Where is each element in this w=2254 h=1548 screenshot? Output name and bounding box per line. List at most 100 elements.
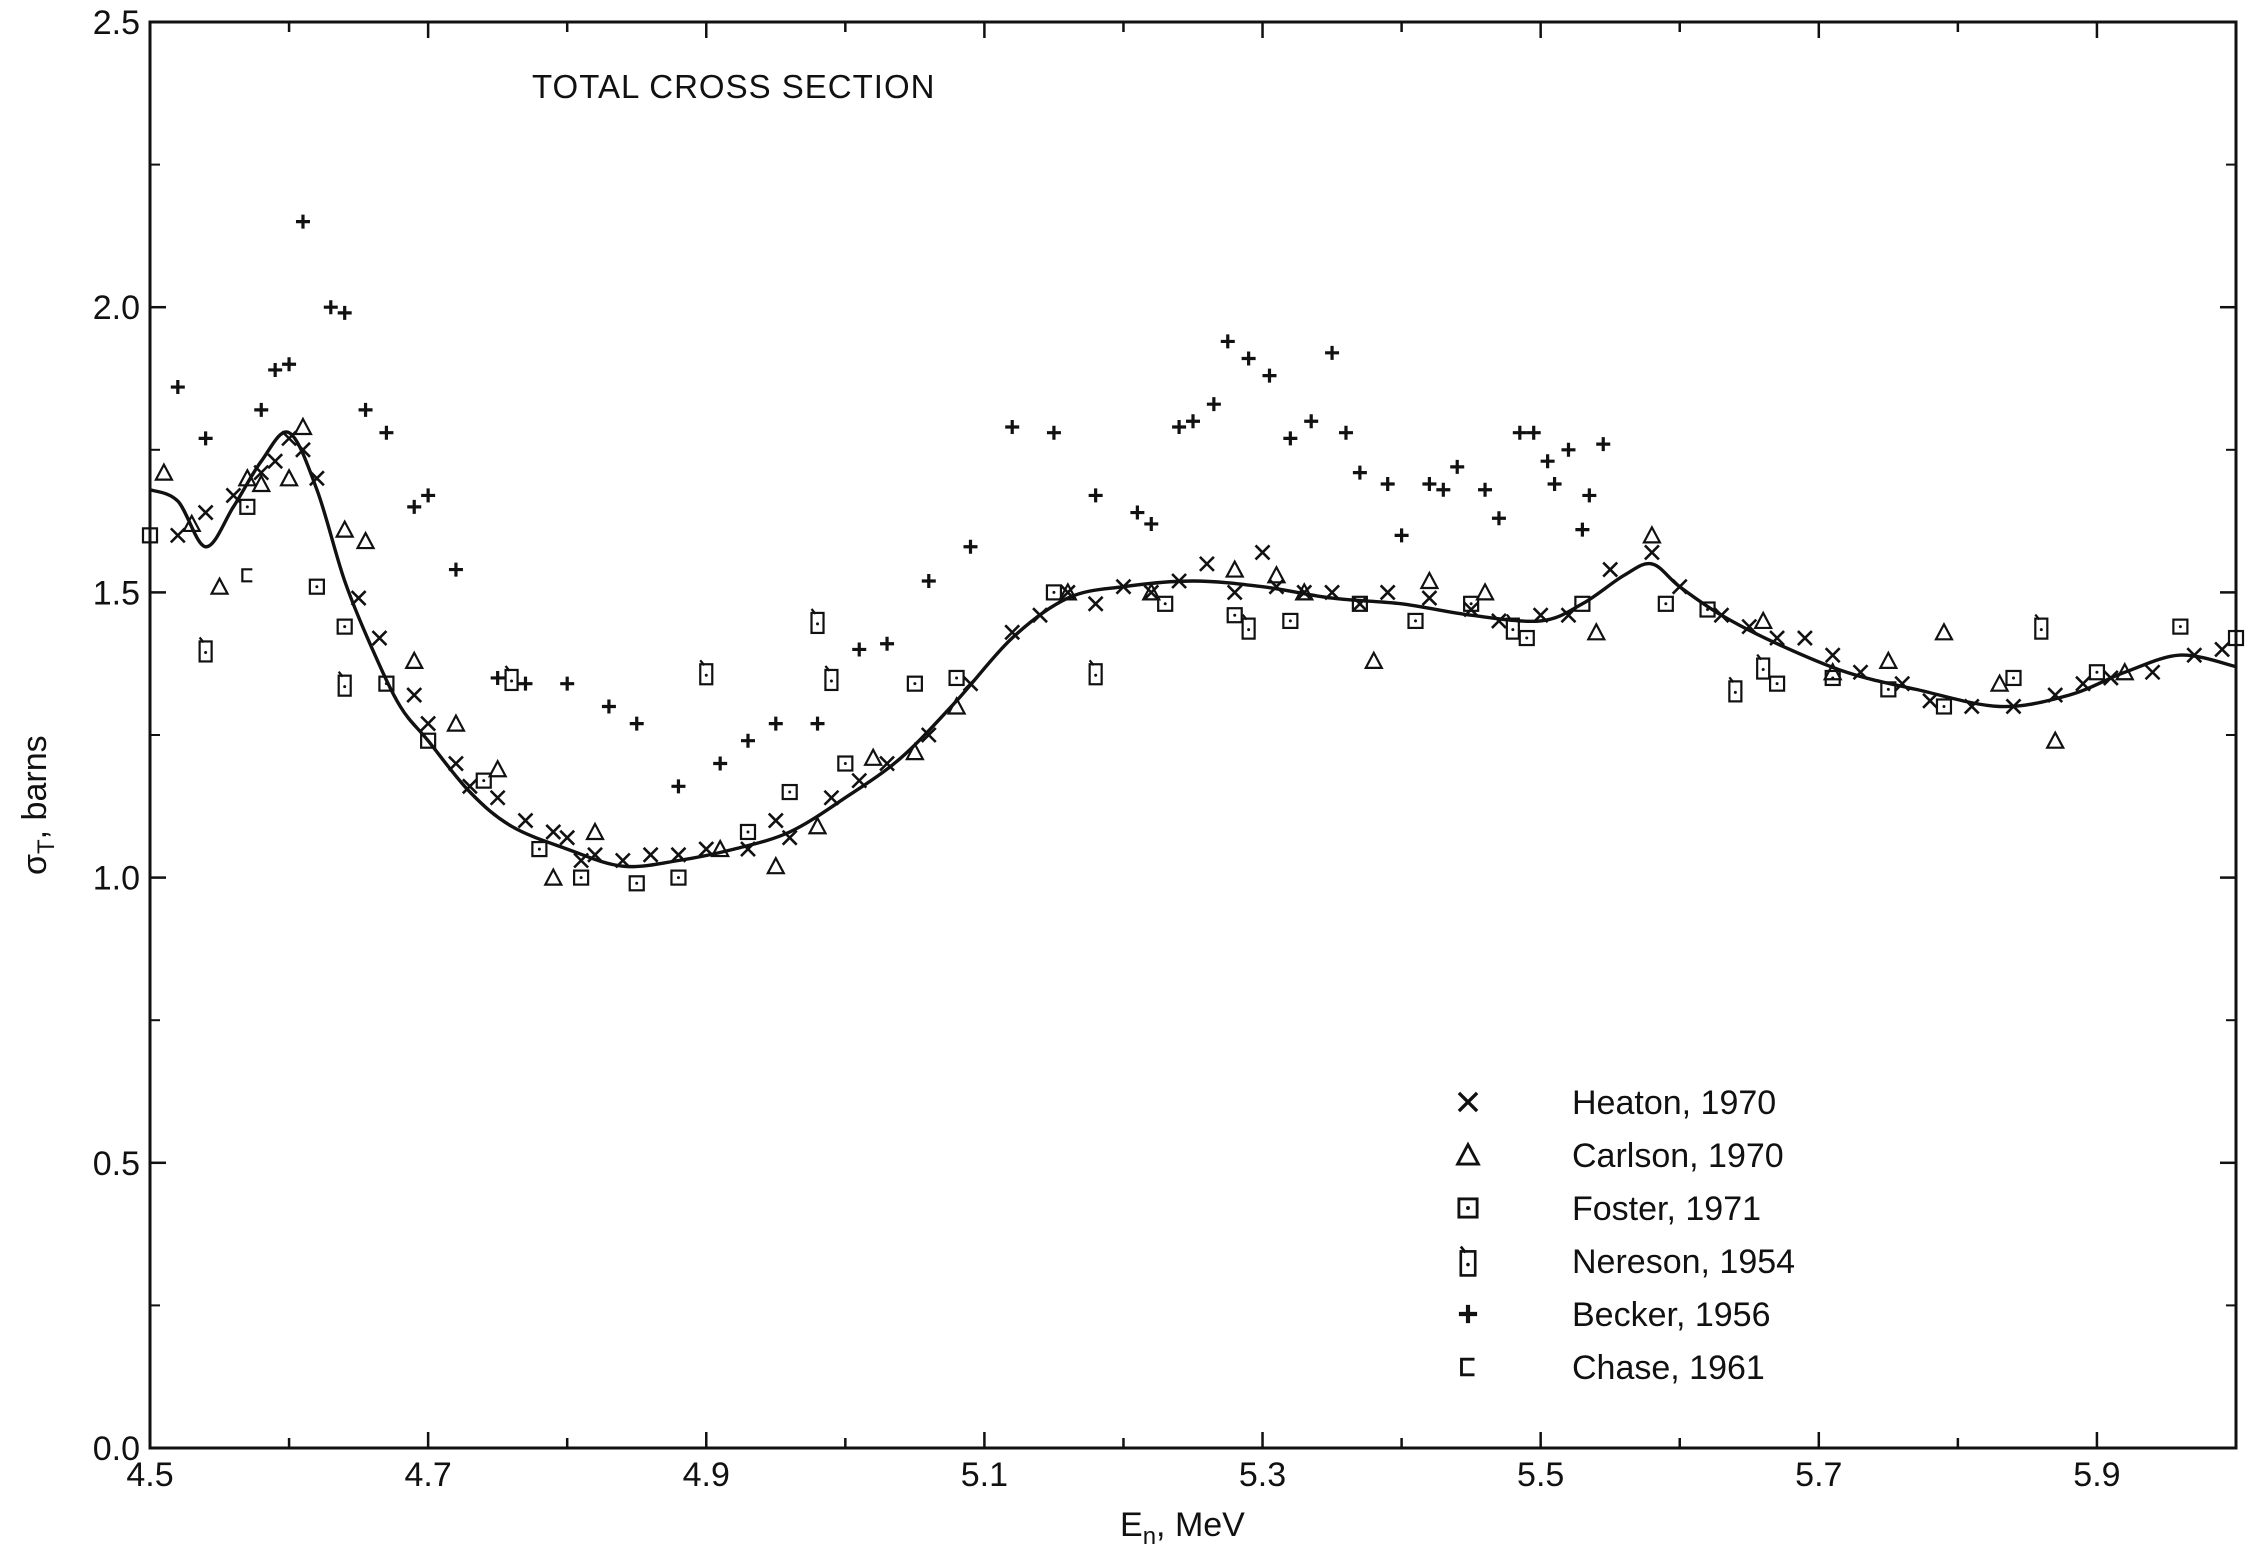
data-point-plus xyxy=(1302,412,1320,430)
data-point-triangle xyxy=(1934,623,1954,641)
legend-label: Becker, 1956 xyxy=(1572,1296,1770,1334)
data-point-square xyxy=(1045,584,1063,601)
legend-label: Carlson, 1970 xyxy=(1572,1137,1784,1175)
data-point-x xyxy=(962,675,979,692)
x-axis-label-main: E xyxy=(1120,1506,1143,1544)
series-plus xyxy=(169,213,1612,795)
series-square xyxy=(141,498,2245,892)
data-point-triangle xyxy=(544,868,563,886)
legend-marker-chase xyxy=(1460,1357,1476,1377)
data-point-triangle xyxy=(1990,674,2009,692)
data-point-square xyxy=(1282,612,1299,630)
x-axis-ticks: 4.5 4.7 4.9 5.1 5.3 5.5 5.7 5.9 xyxy=(126,22,2238,1494)
y-tick-label: 2.0 xyxy=(93,289,140,327)
data-point-plus xyxy=(1184,412,1202,430)
data-point-x xyxy=(1643,544,1661,561)
x-axis-label: En, MeV xyxy=(1120,1506,1245,1548)
data-point-plus xyxy=(1128,503,1146,522)
y-axis-label-unit: , barns xyxy=(16,735,54,839)
data-point-square xyxy=(628,875,645,892)
data-point-square xyxy=(2172,618,2189,635)
data-point-nereson xyxy=(2034,613,2049,640)
data-point-x xyxy=(405,686,423,704)
data-point-plus xyxy=(322,298,340,316)
data-point-triangle xyxy=(864,748,883,766)
legend: Heaton, 1970 Carlson, 1970 Foster, 1971 Ner… xyxy=(1456,1084,1795,1387)
data-point-plus xyxy=(1142,515,1160,533)
data-point-triangle xyxy=(585,822,605,841)
data-point-x xyxy=(1713,606,1730,624)
data-point-plus xyxy=(920,572,938,590)
data-point-nereson xyxy=(1241,613,1256,640)
data-point-nereson xyxy=(504,664,519,692)
data-point-plus xyxy=(628,714,646,733)
data-point-plus xyxy=(1170,418,1188,436)
data-point-plus xyxy=(711,754,729,773)
data-point-plus xyxy=(405,498,423,516)
data-point-plus xyxy=(447,560,465,579)
data-point-plus xyxy=(252,401,270,419)
data-point-square xyxy=(739,823,757,841)
chart-title: TOTAL CROSS SECTION xyxy=(532,68,935,105)
legend-label: Nereson, 1954 xyxy=(1572,1243,1795,1281)
y-axis-label-sub: T xyxy=(33,839,60,854)
legend-marker-x xyxy=(1457,1091,1479,1113)
legend-marker-nereson xyxy=(1459,1245,1477,1277)
x-axis-label-unit: , MeV xyxy=(1156,1506,1245,1544)
data-point-nereson xyxy=(1088,659,1103,686)
data-point-square xyxy=(1935,698,1953,715)
data-point-plus xyxy=(280,355,298,373)
x-tick-label: 4.5 xyxy=(126,1456,173,1494)
data-point-square xyxy=(239,498,256,515)
data-point-plus xyxy=(1351,464,1369,482)
data-point-plus xyxy=(1392,526,1411,544)
data-point-plus xyxy=(489,669,507,687)
data-point-plus xyxy=(1490,509,1508,527)
data-point-plus xyxy=(419,486,437,505)
data-point-plus xyxy=(961,538,980,556)
data-point-triangle xyxy=(154,463,174,481)
data-point-plus xyxy=(1087,486,1105,505)
data-point-plus xyxy=(1240,349,1258,368)
data-point-x xyxy=(1198,555,1216,573)
data-point-x xyxy=(419,715,437,732)
data-point-plus xyxy=(1219,332,1237,351)
data-point-square xyxy=(1157,595,1174,612)
data-point-triangle xyxy=(1754,611,1773,630)
data-point-triangle xyxy=(1225,560,1244,578)
data-point-plus xyxy=(850,640,868,659)
data-point-plus xyxy=(1205,395,1223,413)
data-point-x xyxy=(1824,646,1842,664)
data-point-triangle xyxy=(1364,651,1383,669)
data-point-triangle xyxy=(405,651,424,669)
y-tick-label: 0.5 xyxy=(93,1145,140,1183)
data-point-x xyxy=(225,487,242,504)
data-point-x xyxy=(350,589,367,607)
x-tick-label: 5.9 xyxy=(2073,1456,2120,1494)
data-point-plus xyxy=(1448,458,1466,476)
data-point-x xyxy=(169,527,187,544)
data-point-triangle xyxy=(1420,571,1439,590)
data-point-plus xyxy=(1337,424,1355,442)
data-point-x xyxy=(850,772,868,789)
data-point-plus xyxy=(1281,429,1299,447)
data-point-square xyxy=(1226,607,1243,624)
data-point-x xyxy=(1226,584,1244,601)
data-point-plus xyxy=(516,675,535,693)
data-point-x xyxy=(1254,544,1271,561)
data-point-square xyxy=(2088,664,2106,681)
data-point-plus xyxy=(1003,418,1021,436)
data-point-triangle xyxy=(279,469,299,487)
data-point-plus xyxy=(356,401,375,419)
data-point-nereson xyxy=(1756,653,1771,680)
data-point-x xyxy=(447,755,465,772)
data-point-plus xyxy=(1545,475,1564,493)
series-chase xyxy=(241,568,254,583)
data-point-square xyxy=(308,578,325,595)
data-point-x xyxy=(517,812,534,829)
data-point-x xyxy=(371,629,388,647)
data-point-triangle xyxy=(2046,731,2065,749)
data-point-nereson xyxy=(1728,676,1743,703)
data-point-x xyxy=(2102,669,2120,687)
x-tick-label: 5.1 xyxy=(961,1456,1008,1494)
